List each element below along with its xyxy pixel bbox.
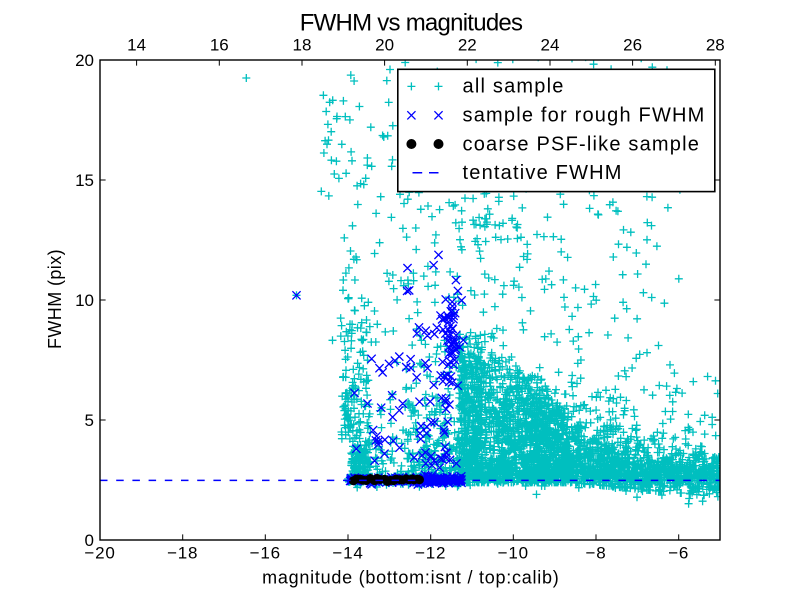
svg-text:0: 0 [85,531,94,550]
svg-text:−18: −18 [167,544,198,563]
svg-text:5: 5 [85,411,94,430]
svg-text:FWHM (pix): FWHM (pix) [45,249,65,349]
svg-text:26: 26 [623,36,642,55]
svg-text:20: 20 [375,36,394,55]
svg-text:10: 10 [75,291,94,310]
svg-text:16: 16 [210,36,229,55]
svg-text:−16: −16 [250,544,281,563]
svg-text:15: 15 [75,171,94,190]
svg-text:28: 28 [706,36,725,55]
svg-text:sample for rough FWHM: sample for rough FWHM [463,105,706,127]
svg-text:−12: −12 [415,544,446,563]
svg-text:−10: −10 [498,544,529,563]
svg-text:−14: −14 [332,544,363,563]
svg-text:−8: −8 [586,544,607,563]
svg-text:14: 14 [127,36,146,55]
svg-text:all sample: all sample [463,76,565,98]
svg-text:coarse PSF-like sample: coarse PSF-like sample [463,133,701,155]
svg-text:tentative FWHM: tentative FWHM [463,162,623,184]
svg-text:−6: −6 [668,544,689,563]
svg-text:magnitude (bottom:isnt / top:c: magnitude (bottom:isnt / top:calib) [262,568,559,588]
svg-text:−20: −20 [84,544,115,563]
svg-text:24: 24 [541,36,560,55]
svg-text:FWHM vs magnitudes: FWHM vs magnitudes [300,9,523,36]
svg-text:20: 20 [75,51,94,70]
svg-text:18: 18 [293,36,312,55]
svg-text:22: 22 [458,36,477,55]
